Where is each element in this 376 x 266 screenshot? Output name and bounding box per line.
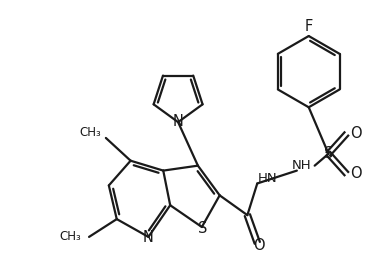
Text: CH₃: CH₃: [79, 127, 101, 139]
Text: CH₃: CH₃: [59, 230, 81, 243]
Text: NH: NH: [292, 159, 312, 172]
Text: N: N: [173, 114, 183, 129]
Text: S: S: [198, 222, 208, 236]
Text: N: N: [143, 230, 154, 246]
Text: O: O: [350, 127, 362, 142]
Text: S: S: [324, 146, 333, 161]
Text: O: O: [253, 238, 265, 253]
Text: HN: HN: [257, 172, 277, 185]
Text: O: O: [350, 166, 362, 181]
Text: F: F: [305, 19, 313, 34]
